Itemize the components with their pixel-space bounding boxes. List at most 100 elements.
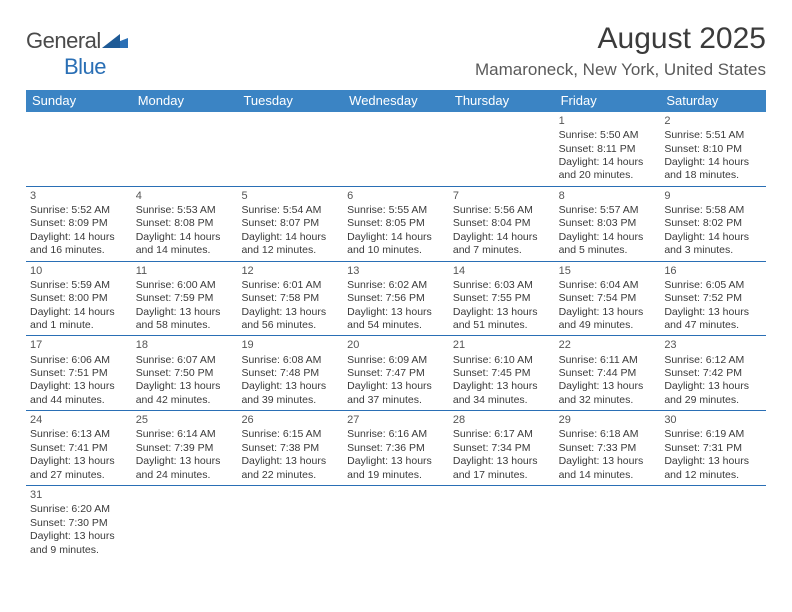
day-cell-empty bbox=[660, 486, 766, 560]
daylight-text: Daylight: 14 hours and 18 minutes. bbox=[664, 156, 762, 183]
day-number: 11 bbox=[136, 264, 234, 278]
calendar: SundayMondayTuesdayWednesdayThursdayFrid… bbox=[26, 90, 766, 560]
day-cell: 11Sunrise: 6:00 AMSunset: 7:59 PMDayligh… bbox=[132, 262, 238, 336]
sunrise-text: Sunrise: 5:53 AM bbox=[136, 204, 234, 217]
sunset-text: Sunset: 7:39 PM bbox=[136, 442, 234, 455]
day-number: 17 bbox=[30, 338, 128, 352]
day-number: 31 bbox=[30, 488, 128, 502]
day-number: 2 bbox=[664, 114, 762, 128]
sunset-text: Sunset: 7:38 PM bbox=[241, 442, 339, 455]
sunset-text: Sunset: 8:00 PM bbox=[30, 292, 128, 305]
day-number: 19 bbox=[241, 338, 339, 352]
sunset-text: Sunset: 7:56 PM bbox=[347, 292, 445, 305]
sunrise-text: Sunrise: 6:03 AM bbox=[453, 279, 551, 292]
daylight-text: Daylight: 13 hours and 14 minutes. bbox=[559, 455, 657, 482]
sunset-text: Sunset: 7:45 PM bbox=[453, 367, 551, 380]
sunrise-text: Sunrise: 6:11 AM bbox=[559, 354, 657, 367]
week-row: 31Sunrise: 6:20 AMSunset: 7:30 PMDayligh… bbox=[26, 486, 766, 560]
day-cell: 13Sunrise: 6:02 AMSunset: 7:56 PMDayligh… bbox=[343, 262, 449, 336]
day-cell-empty bbox=[343, 486, 449, 560]
day-cell: 31Sunrise: 6:20 AMSunset: 7:30 PMDayligh… bbox=[26, 486, 132, 560]
day-number: 5 bbox=[241, 189, 339, 203]
day-number: 26 bbox=[241, 413, 339, 427]
sunset-text: Sunset: 8:02 PM bbox=[664, 217, 762, 230]
day-cell: 24Sunrise: 6:13 AMSunset: 7:41 PMDayligh… bbox=[26, 411, 132, 485]
sunrise-text: Sunrise: 5:57 AM bbox=[559, 204, 657, 217]
title-block: August 2025 Mamaroneck, New York, United… bbox=[475, 22, 766, 80]
day-number: 24 bbox=[30, 413, 128, 427]
daylight-text: Daylight: 13 hours and 32 minutes. bbox=[559, 380, 657, 407]
day-number: 28 bbox=[453, 413, 551, 427]
daylight-text: Daylight: 14 hours and 5 minutes. bbox=[559, 231, 657, 258]
day-cell: 4Sunrise: 5:53 AMSunset: 8:08 PMDaylight… bbox=[132, 187, 238, 261]
day-cell: 17Sunrise: 6:06 AMSunset: 7:51 PMDayligh… bbox=[26, 336, 132, 410]
day-number: 29 bbox=[559, 413, 657, 427]
day-cell: 6Sunrise: 5:55 AMSunset: 8:05 PMDaylight… bbox=[343, 187, 449, 261]
sunset-text: Sunset: 7:54 PM bbox=[559, 292, 657, 305]
day-cell: 20Sunrise: 6:09 AMSunset: 7:47 PMDayligh… bbox=[343, 336, 449, 410]
sunrise-text: Sunrise: 6:13 AM bbox=[30, 428, 128, 441]
sunrise-text: Sunrise: 5:51 AM bbox=[664, 129, 762, 142]
day-number: 20 bbox=[347, 338, 445, 352]
day-number: 1 bbox=[559, 114, 657, 128]
day-cell: 19Sunrise: 6:08 AMSunset: 7:48 PMDayligh… bbox=[237, 336, 343, 410]
calendar-page: GeneralBlue August 2025 Mamaroneck, New … bbox=[0, 0, 792, 570]
sunrise-text: Sunrise: 6:12 AM bbox=[664, 354, 762, 367]
logo-general: General bbox=[26, 28, 101, 53]
sunset-text: Sunset: 7:50 PM bbox=[136, 367, 234, 380]
day-cell-empty bbox=[26, 112, 132, 186]
daylight-text: Daylight: 13 hours and 12 minutes. bbox=[664, 455, 762, 482]
daylight-text: Daylight: 13 hours and 22 minutes. bbox=[241, 455, 339, 482]
dow-cell: Sunday bbox=[26, 90, 132, 112]
sunrise-text: Sunrise: 6:05 AM bbox=[664, 279, 762, 292]
week-row: 10Sunrise: 5:59 AMSunset: 8:00 PMDayligh… bbox=[26, 262, 766, 337]
day-cell: 25Sunrise: 6:14 AMSunset: 7:39 PMDayligh… bbox=[132, 411, 238, 485]
daylight-text: Daylight: 13 hours and 27 minutes. bbox=[30, 455, 128, 482]
daylight-text: Daylight: 14 hours and 1 minute. bbox=[30, 306, 128, 333]
day-number: 8 bbox=[559, 189, 657, 203]
month-title: August 2025 bbox=[475, 22, 766, 56]
sunrise-text: Sunrise: 5:50 AM bbox=[559, 129, 657, 142]
daylight-text: Daylight: 14 hours and 14 minutes. bbox=[136, 231, 234, 258]
day-cell: 26Sunrise: 6:15 AMSunset: 7:38 PMDayligh… bbox=[237, 411, 343, 485]
sunset-text: Sunset: 8:09 PM bbox=[30, 217, 128, 230]
sunrise-text: Sunrise: 6:06 AM bbox=[30, 354, 128, 367]
sunset-text: Sunset: 7:33 PM bbox=[559, 442, 657, 455]
sunrise-text: Sunrise: 6:02 AM bbox=[347, 279, 445, 292]
day-cell: 8Sunrise: 5:57 AMSunset: 8:03 PMDaylight… bbox=[555, 187, 661, 261]
day-number: 10 bbox=[30, 264, 128, 278]
sunrise-text: Sunrise: 6:07 AM bbox=[136, 354, 234, 367]
sunrise-text: Sunrise: 6:08 AM bbox=[241, 354, 339, 367]
day-cell-empty bbox=[555, 486, 661, 560]
sunrise-text: Sunrise: 5:55 AM bbox=[347, 204, 445, 217]
sunrise-text: Sunrise: 5:54 AM bbox=[241, 204, 339, 217]
sunrise-text: Sunrise: 6:17 AM bbox=[453, 428, 551, 441]
day-cell: 7Sunrise: 5:56 AMSunset: 8:04 PMDaylight… bbox=[449, 187, 555, 261]
sunset-text: Sunset: 7:30 PM bbox=[30, 517, 128, 530]
daylight-text: Daylight: 13 hours and 56 minutes. bbox=[241, 306, 339, 333]
daylight-text: Daylight: 13 hours and 39 minutes. bbox=[241, 380, 339, 407]
day-cell: 21Sunrise: 6:10 AMSunset: 7:45 PMDayligh… bbox=[449, 336, 555, 410]
day-cell: 3Sunrise: 5:52 AMSunset: 8:09 PMDaylight… bbox=[26, 187, 132, 261]
day-cell: 10Sunrise: 5:59 AMSunset: 8:00 PMDayligh… bbox=[26, 262, 132, 336]
dow-cell: Friday bbox=[555, 90, 661, 112]
day-cell: 14Sunrise: 6:03 AMSunset: 7:55 PMDayligh… bbox=[449, 262, 555, 336]
day-number: 15 bbox=[559, 264, 657, 278]
sunset-text: Sunset: 7:41 PM bbox=[30, 442, 128, 455]
daylight-text: Daylight: 13 hours and 29 minutes. bbox=[664, 380, 762, 407]
week-row: 1Sunrise: 5:50 AMSunset: 8:11 PMDaylight… bbox=[26, 112, 766, 187]
day-cell-empty bbox=[449, 112, 555, 186]
day-number: 13 bbox=[347, 264, 445, 278]
day-cell-empty bbox=[237, 486, 343, 560]
daylight-text: Daylight: 13 hours and 51 minutes. bbox=[453, 306, 551, 333]
day-number: 23 bbox=[664, 338, 762, 352]
day-cell: 16Sunrise: 6:05 AMSunset: 7:52 PMDayligh… bbox=[660, 262, 766, 336]
day-cell-empty bbox=[449, 486, 555, 560]
day-cell-empty bbox=[343, 112, 449, 186]
sunset-text: Sunset: 7:36 PM bbox=[347, 442, 445, 455]
sunset-text: Sunset: 7:31 PM bbox=[664, 442, 762, 455]
day-cell: 30Sunrise: 6:19 AMSunset: 7:31 PMDayligh… bbox=[660, 411, 766, 485]
daylight-text: Daylight: 14 hours and 16 minutes. bbox=[30, 231, 128, 258]
day-number: 16 bbox=[664, 264, 762, 278]
day-cell: 23Sunrise: 6:12 AMSunset: 7:42 PMDayligh… bbox=[660, 336, 766, 410]
